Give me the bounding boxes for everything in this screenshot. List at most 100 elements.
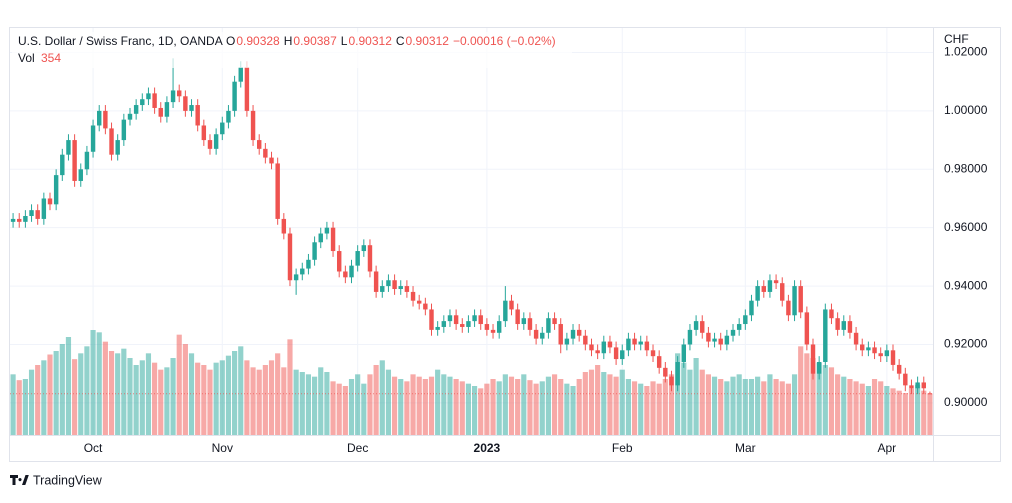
volume-bar xyxy=(428,376,435,435)
volume-bar xyxy=(84,346,90,435)
volume-bar xyxy=(662,379,668,435)
ohlc-value: 0.90312 xyxy=(406,34,450,48)
candle-body xyxy=(256,140,262,149)
candle-body xyxy=(650,350,656,357)
volume-bar xyxy=(687,369,693,435)
x-tick-label: Mar xyxy=(735,441,756,455)
candle-body xyxy=(84,151,90,170)
candle-body xyxy=(773,280,779,284)
candle-body xyxy=(675,362,680,386)
volume-bar xyxy=(798,346,804,435)
volume-bar xyxy=(41,360,47,435)
volume-bar xyxy=(422,379,428,435)
ohlc-value: 0.90328 xyxy=(236,34,280,48)
volume-bar xyxy=(595,365,601,435)
volume-bar xyxy=(828,367,835,435)
volume-bar xyxy=(318,367,324,435)
candle-body xyxy=(687,329,693,345)
volume-bar xyxy=(471,386,478,435)
candle-body xyxy=(330,227,336,252)
candle-body xyxy=(250,110,256,141)
candle-body xyxy=(700,321,705,333)
volume-bar xyxy=(871,379,878,435)
volume-bar xyxy=(785,383,791,435)
candle-body xyxy=(177,90,182,97)
candle-body xyxy=(712,338,717,342)
candle-body xyxy=(521,318,527,325)
legend-bg xyxy=(12,32,572,68)
volume-bar xyxy=(773,379,779,435)
volume-bar xyxy=(53,351,59,435)
candle-body xyxy=(220,122,225,135)
candle-body xyxy=(921,382,926,389)
volume-bar xyxy=(176,334,182,435)
candle-body xyxy=(373,271,379,292)
candle-body xyxy=(336,251,342,272)
candle-body xyxy=(460,324,465,327)
volume-bar xyxy=(835,374,841,435)
candle-body xyxy=(380,286,385,292)
candle-body xyxy=(361,245,367,252)
candle-body xyxy=(853,332,859,345)
candle-body xyxy=(872,347,877,354)
volume-bar xyxy=(668,374,675,435)
y-tick-label: 1.02000 xyxy=(944,45,988,59)
volume-bar xyxy=(601,372,607,435)
volume-bar xyxy=(391,376,398,435)
volume-bar xyxy=(631,381,638,435)
candle-body xyxy=(10,218,16,222)
candle-body xyxy=(213,134,219,149)
frame xyxy=(9,27,1001,462)
candle-body xyxy=(392,280,397,290)
volume-bar xyxy=(693,358,699,435)
volume-bar xyxy=(465,383,472,435)
candle-body xyxy=(97,110,102,126)
volume-bar xyxy=(582,372,588,435)
volume-bar xyxy=(10,374,16,435)
volume-bar xyxy=(607,374,613,435)
candle-body xyxy=(312,242,317,260)
volume-bar xyxy=(533,383,539,435)
volume-bar xyxy=(490,379,496,435)
candle-body xyxy=(195,105,200,126)
x-tick-label: Oct xyxy=(84,441,103,455)
volume-bar xyxy=(478,388,484,435)
candle-body xyxy=(207,140,213,149)
candle-body xyxy=(810,344,816,374)
volume-bar xyxy=(619,369,625,435)
candle-body xyxy=(281,218,287,234)
volume-bar xyxy=(281,367,287,435)
candle-body xyxy=(681,344,687,363)
volume-bar xyxy=(355,374,361,435)
volume-bar xyxy=(551,374,558,435)
candle-body xyxy=(884,350,890,357)
volume-bar xyxy=(816,362,822,435)
currency: CHF xyxy=(944,32,969,46)
candle-body xyxy=(755,286,760,301)
candle-body xyxy=(170,90,176,103)
candle-body xyxy=(533,329,539,339)
volume-bar xyxy=(859,383,865,435)
candle-body xyxy=(103,110,108,129)
volume-bar xyxy=(262,365,268,435)
candle-body xyxy=(115,140,120,155)
volume-bar xyxy=(484,383,490,435)
y-tick-label: 0.96000 xyxy=(944,220,988,234)
volume-bar xyxy=(896,390,902,435)
candle-body xyxy=(927,393,933,395)
volume-bar xyxy=(404,381,410,435)
ohlc-value: 0.90387 xyxy=(293,34,337,48)
volume-bar xyxy=(767,374,773,435)
candle-body xyxy=(613,347,619,360)
candle-body xyxy=(743,315,748,325)
volume-bar xyxy=(927,393,933,435)
volume-bar xyxy=(324,372,330,435)
ohlc-legend: O 0.90328 H 0.90387 L 0.90312 C 0.90312 −0.00016… xyxy=(226,34,556,48)
volume-bar xyxy=(441,374,447,435)
candle-body xyxy=(878,353,883,357)
volume-bar xyxy=(908,388,915,435)
candle-body xyxy=(466,321,471,327)
volume-bar xyxy=(373,365,379,435)
y-tick-label: 0.94000 xyxy=(944,278,988,292)
candle-body xyxy=(903,373,908,386)
